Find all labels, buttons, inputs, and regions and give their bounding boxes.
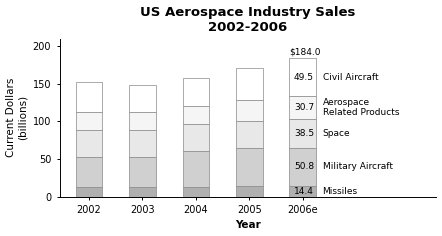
Bar — [129, 187, 156, 197]
Text: $184.0: $184.0 — [290, 47, 321, 56]
Text: 38.5: 38.5 — [294, 129, 314, 138]
Bar — [129, 85, 156, 112]
Bar — [183, 78, 209, 106]
Text: Military Aircraft: Military Aircraft — [323, 162, 392, 171]
Text: 30.7: 30.7 — [294, 103, 314, 112]
Bar — [76, 157, 102, 187]
Bar — [290, 148, 316, 186]
Bar — [183, 124, 209, 151]
Title: US Aerospace Industry Sales
2002-2006: US Aerospace Industry Sales 2002-2006 — [140, 6, 356, 34]
Bar — [76, 131, 102, 157]
Bar — [236, 186, 263, 197]
Text: Space: Space — [323, 129, 350, 138]
Text: 14.4: 14.4 — [294, 187, 314, 196]
Bar — [236, 68, 263, 100]
Text: 50.8: 50.8 — [294, 162, 314, 171]
Bar — [290, 186, 316, 197]
X-axis label: Year: Year — [235, 220, 261, 230]
Bar — [236, 148, 263, 186]
Bar — [76, 82, 102, 112]
Bar — [183, 151, 209, 187]
Bar — [129, 131, 156, 157]
Bar — [183, 106, 209, 124]
Bar — [183, 187, 209, 197]
Text: 49.5: 49.5 — [294, 72, 314, 82]
Y-axis label: Current Dollars
(billions): Current Dollars (billions) — [6, 78, 27, 157]
Bar — [76, 112, 102, 131]
Bar — [290, 119, 316, 148]
Bar — [236, 100, 263, 121]
Text: Aerospace
Related Products: Aerospace Related Products — [323, 98, 399, 117]
Bar — [236, 121, 263, 148]
Bar — [290, 96, 316, 119]
Bar — [129, 157, 156, 187]
Bar — [76, 187, 102, 197]
Bar — [129, 112, 156, 131]
Bar — [290, 59, 316, 96]
Text: Missiles: Missiles — [323, 187, 358, 196]
Text: Civil Aircraft: Civil Aircraft — [323, 72, 378, 82]
